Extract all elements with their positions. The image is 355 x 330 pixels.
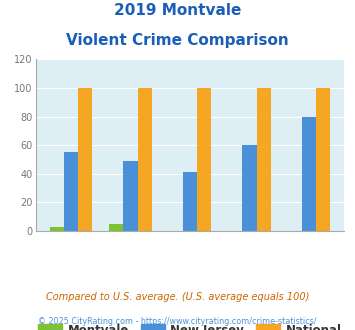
Bar: [242, 145, 257, 231]
Bar: [109, 224, 123, 231]
Bar: [123, 161, 138, 231]
Bar: [78, 88, 92, 231]
Bar: [50, 227, 64, 231]
Bar: [316, 88, 330, 231]
Bar: [197, 88, 211, 231]
Bar: [64, 152, 78, 231]
Legend: Montvale, New Jersey, National: Montvale, New Jersey, National: [33, 319, 346, 330]
Text: Violent Crime Comparison: Violent Crime Comparison: [66, 33, 289, 48]
Text: Compared to U.S. average. (U.S. average equals 100): Compared to U.S. average. (U.S. average …: [46, 292, 309, 302]
Bar: [257, 88, 271, 231]
Bar: [183, 172, 197, 231]
Bar: [302, 116, 316, 231]
Bar: [138, 88, 152, 231]
Text: 2019 Montvale: 2019 Montvale: [114, 3, 241, 18]
Text: © 2025 CityRating.com - https://www.cityrating.com/crime-statistics/: © 2025 CityRating.com - https://www.city…: [38, 317, 317, 326]
